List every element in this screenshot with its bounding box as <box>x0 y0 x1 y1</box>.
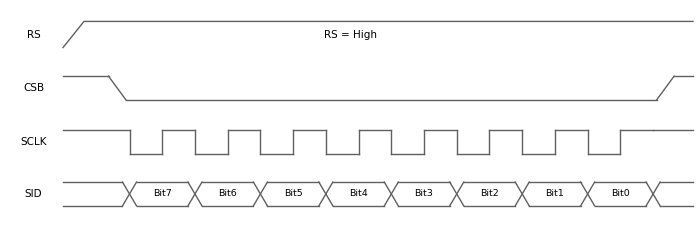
Text: Bit4: Bit4 <box>349 189 368 198</box>
Text: RS = High: RS = High <box>323 30 377 40</box>
Text: Bit2: Bit2 <box>480 189 499 198</box>
Text: Bit3: Bit3 <box>414 189 433 198</box>
Text: SCLK: SCLK <box>20 137 47 147</box>
Text: SID: SID <box>25 189 43 199</box>
Text: RS: RS <box>27 30 41 40</box>
Text: Bit1: Bit1 <box>545 189 564 198</box>
Text: Bit6: Bit6 <box>218 189 237 198</box>
Text: Bit0: Bit0 <box>611 189 630 198</box>
Text: Bit7: Bit7 <box>153 189 172 198</box>
Text: CSB: CSB <box>23 83 44 93</box>
Text: Bit5: Bit5 <box>284 189 302 198</box>
